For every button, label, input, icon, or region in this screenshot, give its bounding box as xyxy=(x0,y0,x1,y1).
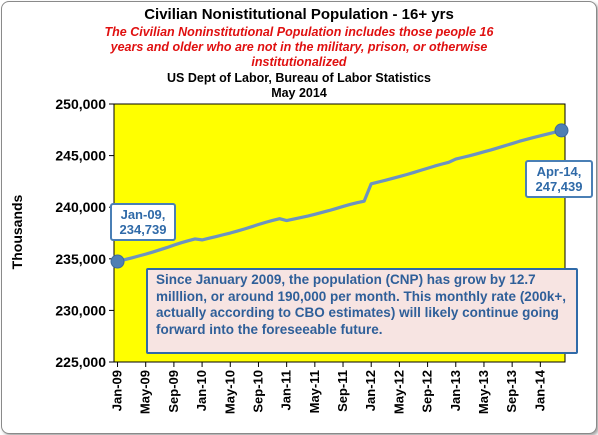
chart-subtitle-line-3: institutionalized xyxy=(251,55,347,69)
y-axis-label: Thousands xyxy=(9,194,25,269)
series-group xyxy=(110,123,569,269)
y-tick-label: 250,000 xyxy=(55,96,106,112)
series-line xyxy=(115,128,564,264)
x-axis-ticks: Jan-09 May-09 Sep-09 Jan-10 May-10 Sep-10 Jan-… xyxy=(110,362,547,414)
x-tick-label: Sep-10 xyxy=(250,370,265,413)
chart-source: US Dept of Labor, Bureau of Labor Statis… xyxy=(167,71,431,85)
x-tick-label: Sep-13 xyxy=(504,370,519,413)
start-value-callout: Jan-09, 234,739 xyxy=(110,203,176,241)
end-point-marker xyxy=(554,123,569,138)
chart-title: Civilian Nonistitutional Population - 16… xyxy=(144,6,454,23)
x-tick-label: Jan-13 xyxy=(448,370,463,411)
x-tick-label: Sep-11 xyxy=(335,370,350,412)
x-tick-label: May-10 xyxy=(222,370,237,414)
x-tick-label: May-11 xyxy=(307,370,322,413)
x-tick-label: May-09 xyxy=(138,370,153,414)
x-tick-label: Jan-12 xyxy=(363,370,378,411)
y-tick-label: 240,000 xyxy=(55,199,106,215)
end-callout-value: 247,439 xyxy=(535,179,583,194)
x-tick-label: Jan-09 xyxy=(110,370,125,411)
x-tick-label: May-13 xyxy=(476,370,491,414)
y-tick-label: 235,000 xyxy=(55,251,106,267)
chart-subtitle-line-1: The Civilian Noninstitutional Population… xyxy=(104,25,494,39)
x-tick-label: Jan-10 xyxy=(194,370,209,411)
start-callout-value: 234,739 xyxy=(119,222,167,237)
start-point-marker xyxy=(110,254,125,269)
start-callout-label: Jan-09, xyxy=(120,207,166,222)
commentary-note: Since January 2009, the population (CNP)… xyxy=(146,268,578,354)
x-tick-label: Jan-11 xyxy=(279,370,294,410)
x-tick-label: May-12 xyxy=(391,370,406,414)
end-value-callout: Apr-14, 247,439 xyxy=(525,160,593,198)
x-tick-label: Sep-12 xyxy=(420,370,435,413)
y-axis-ticks: 225,000 230,000 235,000 240,000 245,000 250,0… xyxy=(55,96,114,370)
x-tick-label: Jan-14 xyxy=(532,369,547,411)
end-callout-label: Apr-14, xyxy=(536,164,582,179)
y-tick-label: 225,000 xyxy=(55,354,106,370)
y-tick-label: 245,000 xyxy=(55,148,106,164)
x-tick-label: Sep-09 xyxy=(166,370,181,413)
chart-date: May 2014 xyxy=(271,86,327,100)
chart-subtitle-line-2: years and older who are not in the milit… xyxy=(110,40,488,54)
y-tick-label: 230,000 xyxy=(55,302,106,318)
